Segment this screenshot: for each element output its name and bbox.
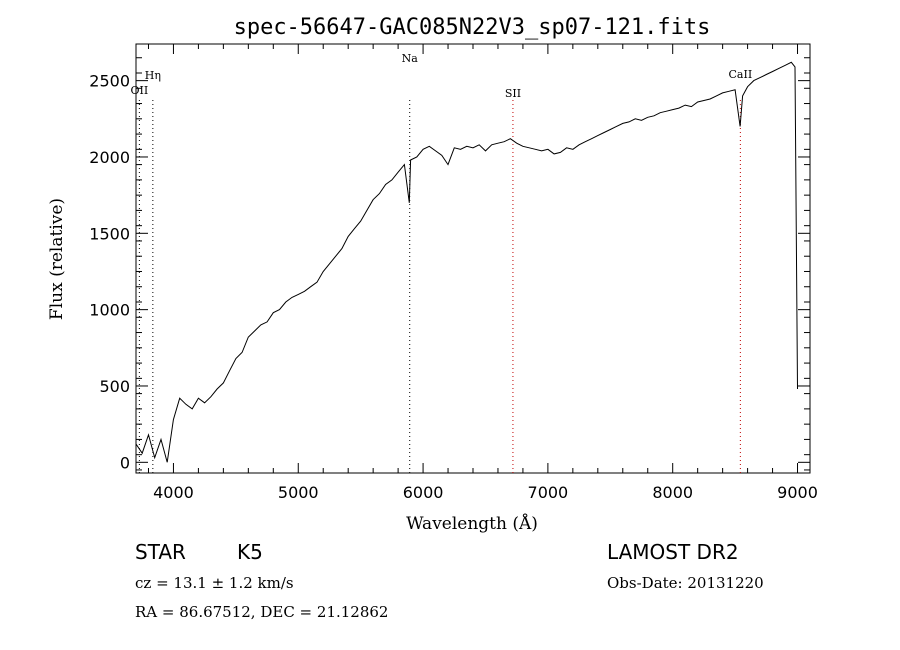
spectral-line-label: OII [131,84,149,97]
y-tick-label: 1500 [89,224,130,243]
plot-area: 4000 5000 6000 7000 8000 9000 0 500 1000 1500 2000… [89,43,818,502]
spectral-line-label: CaII [729,68,753,81]
y-tick-label: 2500 [89,72,130,91]
coordinates-readout: RA = 86.67512, DEC = 21.12862 [135,603,389,621]
spectrum-line [135,61,798,463]
x-tick-label: 9000 [777,483,818,502]
x-axis-label: Wavelength (Å) [406,513,538,534]
plot-frame [135,43,811,474]
y-tick-label: 0 [120,453,130,472]
chart-title: spec-56647-GAC085N22V3_sp07-121.fits [234,15,711,40]
observation-date: Obs-Date: 20131220 [607,574,764,592]
y-axis-label: Flux (relative) [47,198,67,320]
x-tick-label: 7000 [528,483,569,502]
x-tick-label: 6000 [403,483,444,502]
object-class: STAR [135,540,186,564]
spectral-line-label: SII [505,87,521,100]
y-tick-label: 500 [99,377,130,396]
object-subclass: K5 [237,540,263,564]
x-tick-label: 5000 [278,483,319,502]
y-tick-label: 2000 [89,148,130,167]
spectral-line-label: Na [402,52,419,65]
spectral-line-label: Hη [145,69,161,82]
x-tick-label: 4000 [153,483,194,502]
x-tick-label: 8000 [652,483,693,502]
redshift-readout: cz = 13.1 ± 1.2 km/s [135,574,294,592]
y-tick-label: 1000 [89,301,130,320]
survey-name: LAMOST DR2 [607,540,739,564]
